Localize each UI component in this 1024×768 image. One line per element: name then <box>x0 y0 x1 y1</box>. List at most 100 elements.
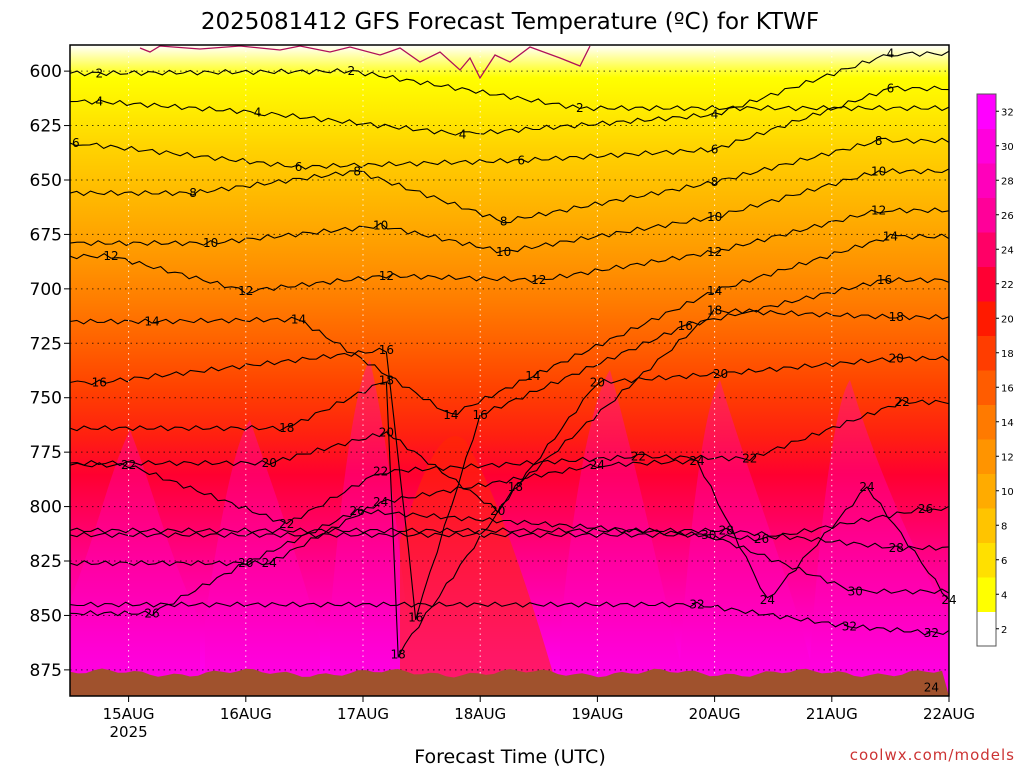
colorbar-swatch <box>977 197 996 233</box>
contour-label: 22 <box>894 395 909 409</box>
plot-frame <box>69 44 950 697</box>
x-tick-label: 17AUG <box>337 705 389 723</box>
contour-label: 24 <box>262 556 277 570</box>
colorbar-label: 18 <box>1001 349 1014 360</box>
contour-line <box>70 85 949 170</box>
colorbar-label: 28 <box>1001 176 1014 187</box>
contour-label: 10 <box>707 210 722 224</box>
colorbar-swatch <box>977 163 996 198</box>
contour-line <box>70 137 949 224</box>
colorbar-label: 12 <box>1001 452 1014 463</box>
colorbar-swatch <box>977 577 996 612</box>
cool-pocket <box>400 436 555 680</box>
colorbar-swatch <box>977 370 996 405</box>
x-axis-label: Forecast Time (UTC) <box>414 746 605 768</box>
contour-label: 4 <box>711 108 719 122</box>
contour-label: 20 <box>889 352 904 366</box>
contour-label: 22 <box>742 452 757 466</box>
colorbar-label: 2 <box>1001 625 1007 636</box>
colorbar-swatch <box>977 611 996 647</box>
contour-label: 32 <box>842 619 857 633</box>
contour-label: 8 <box>353 164 361 178</box>
contour-label: 30 <box>701 528 716 542</box>
contour-label: 26 <box>144 606 159 620</box>
colorbar-swatch <box>977 404 996 440</box>
colorbar-label: 22 <box>1001 280 1014 291</box>
x-tick-label: 18AUG <box>454 705 506 723</box>
y-tick-label: 875 <box>30 661 62 681</box>
x-tick-label: 15AUG <box>103 705 155 723</box>
contour-line <box>70 277 949 620</box>
contour-label: 14 <box>443 408 458 422</box>
contour-label: 4 <box>254 105 262 119</box>
contour-line <box>70 68 949 112</box>
colorbar-swatch <box>977 94 996 129</box>
cold-top-contour <box>139 45 591 80</box>
colorbar-swatch <box>977 128 996 164</box>
contour-label: 8 <box>189 186 197 200</box>
contour-label: 20 <box>713 367 728 381</box>
contour-label: 16 <box>473 408 488 422</box>
colorbar-label: 4 <box>1001 590 1007 601</box>
contour-line <box>70 531 949 595</box>
contour-label: 2 <box>347 64 355 78</box>
terrain-surface <box>70 668 949 696</box>
contour-label: 16 <box>678 319 693 333</box>
colorbar-label: 14 <box>1001 418 1014 429</box>
contour-label: 20 <box>379 426 394 440</box>
contour-label: 26 <box>754 532 769 546</box>
x-tick-label: 22AUG <box>923 705 975 723</box>
contour-label: 22 <box>373 465 388 479</box>
contour-label: 26 <box>918 502 933 516</box>
contour-label: 14 <box>883 230 898 244</box>
colorbar-swatch <box>977 439 996 474</box>
contour-label: 6 <box>72 136 80 150</box>
x-tick-label: 20AUG <box>689 705 741 723</box>
contour-label: 18 <box>379 373 394 387</box>
contour-line <box>70 527 949 552</box>
contour-label: 10 <box>373 219 388 233</box>
contour-label: 24 <box>760 593 775 607</box>
contour-label: 26 <box>238 556 253 570</box>
colorbar-label: 20 <box>1001 314 1014 325</box>
colorbar-frame <box>976 93 997 647</box>
contour-label: 14 <box>144 315 159 329</box>
contour-label: 4 <box>95 95 103 109</box>
colorbar-swatch <box>977 542 996 578</box>
contour-label: 14 <box>291 312 306 326</box>
y-tick-label: 700 <box>30 280 62 300</box>
contour-label: 6 <box>887 82 895 96</box>
contour-label: 12 <box>238 284 253 298</box>
x-tick-label: 16AUG <box>220 705 272 723</box>
contour-label: 26 <box>349 504 364 518</box>
y-tick-label: 725 <box>30 334 62 354</box>
contour-label: 24 <box>689 454 704 468</box>
contour-label: 12 <box>379 269 394 283</box>
colorbar-label: 8 <box>1001 521 1007 532</box>
contour-label: 16 <box>92 375 107 389</box>
colorbar-label: 26 <box>1001 211 1014 222</box>
contour-label: 6 <box>295 160 303 174</box>
y-tick-label: 675 <box>30 225 62 245</box>
colorbar-label: 6 <box>1001 556 1007 567</box>
contour-label: 12 <box>707 245 722 259</box>
contour-line <box>70 233 949 415</box>
y-tick-label: 775 <box>30 443 62 463</box>
colorbar-label: 16 <box>1001 383 1014 394</box>
colorbar-swatch <box>977 301 996 336</box>
contour-label: 12 <box>103 249 118 263</box>
gridlines <box>70 45 949 696</box>
contour-label: 2 <box>95 66 103 80</box>
contour-label: 24 <box>924 680 939 694</box>
contour-label: 8 <box>711 175 719 189</box>
y-tick-label: 650 <box>30 171 62 191</box>
contour-label: 10 <box>871 164 886 178</box>
contour-label: 16 <box>379 343 394 357</box>
contour-line <box>70 399 949 525</box>
contour-label: 32 <box>924 626 939 640</box>
colorbar-label: 30 <box>1001 142 1014 153</box>
colorbar-label: 24 <box>1001 245 1014 256</box>
contour-label: 18 <box>889 310 904 324</box>
watermark: coolwx.com/models <box>850 746 1015 764</box>
